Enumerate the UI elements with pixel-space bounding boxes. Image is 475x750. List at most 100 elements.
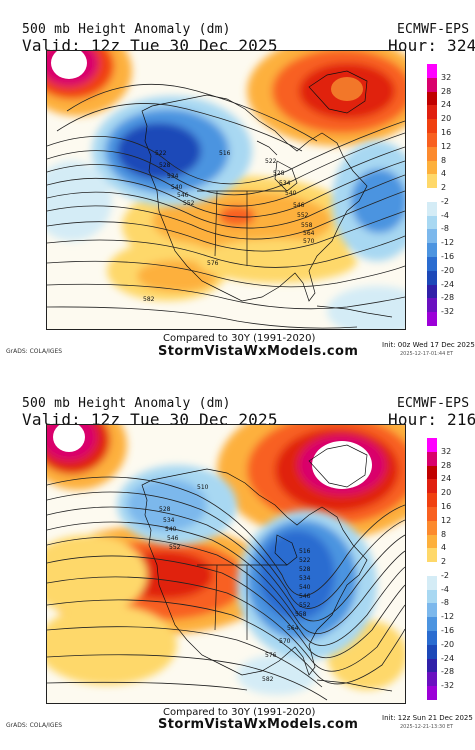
legend-color-swatch: [427, 257, 437, 272]
legend-color-swatch: [427, 243, 437, 258]
legend-tick-label: 8: [441, 529, 447, 539]
legend-tick-label: -12: [441, 612, 455, 622]
init-time: Init: 12z Sun 21 Dec 2025: [382, 714, 473, 722]
contour-labels: 510 528 534 540 546 552 516 522 528 534 …: [159, 484, 311, 683]
color-legend-bar: [427, 438, 437, 701]
height-contours: [47, 476, 405, 701]
legend-tick-label: -28: [441, 667, 455, 677]
forecast-hour: Hour: 324: [388, 36, 475, 55]
svg-text:534: 534: [279, 180, 291, 187]
map-panel-2: 500 mb Height Anomaly (dm) ECMWF-EPS Val…: [0, 390, 475, 750]
legend-tick-label: 28: [441, 460, 452, 470]
legend-tick-label: -24: [441, 653, 455, 663]
climatology-note: Compared to 30Y (1991-2020): [163, 333, 316, 344]
svg-text:522: 522: [155, 150, 167, 157]
legend-color-swatch: [427, 119, 437, 134]
legend-tick-label: -16: [441, 252, 455, 262]
high-center: [312, 441, 372, 489]
svg-text:528: 528: [299, 566, 311, 573]
legend-tick-label: -8: [441, 224, 449, 234]
model-name: ECMWF-EPS: [397, 396, 470, 411]
legend-tick-label: 16: [441, 127, 452, 137]
legend-color-swatch: [427, 631, 437, 646]
forecast-hour: Hour: 216: [388, 410, 475, 429]
legend-tick-label: -20: [441, 265, 455, 275]
legend-color-swatch: [427, 270, 437, 286]
render-stamp: 2025-12-17-01:44 ET: [400, 351, 454, 357]
legend-color-swatch: [427, 312, 437, 327]
legend-color-swatch: [427, 160, 437, 175]
legend-color-swatch: [427, 686, 437, 701]
site-watermark: StormVistaWxModels.com: [158, 344, 359, 359]
svg-text:546: 546: [293, 202, 305, 209]
svg-text:570: 570: [303, 238, 315, 245]
legend-color-swatch: [427, 562, 437, 577]
legend-color-swatch: [427, 91, 437, 106]
legend-tick-label: 8: [441, 155, 447, 165]
site-watermark: StormVistaWxModels.com: [158, 717, 359, 732]
svg-text:558: 558: [301, 222, 313, 229]
legend-color-swatch: [427, 174, 437, 189]
legend-tick-label: -8: [441, 598, 449, 608]
legend-color-swatch: [427, 284, 437, 299]
svg-text:546: 546: [167, 535, 179, 542]
legend-tick-label: -28: [441, 293, 455, 303]
svg-text:528: 528: [159, 162, 171, 169]
svg-text:576: 576: [265, 652, 277, 659]
legend-tick-label: -2: [441, 196, 449, 206]
svg-text:528: 528: [159, 506, 171, 513]
svg-text:522: 522: [265, 158, 277, 165]
high-center: [53, 425, 85, 452]
legend-tick-label: -16: [441, 626, 455, 636]
legend-tick-label: 20: [441, 488, 452, 498]
legend-tick-label: 16: [441, 501, 452, 511]
legend-tick-label: 28: [441, 86, 452, 96]
legend-color-swatch: [427, 188, 437, 203]
chart-title: 500 mb Height Anomaly (dm): [22, 396, 231, 411]
svg-text:540: 540: [299, 584, 311, 591]
legend-tick-label: -4: [441, 584, 449, 594]
positive-anomaly-areas: [47, 51, 405, 301]
legend-color-swatch: [427, 146, 437, 162]
legend-color-swatch: [427, 506, 437, 522]
high-center: [51, 51, 87, 79]
legend-tick-label: -2: [441, 570, 449, 580]
legend-tick-label: -20: [441, 639, 455, 649]
svg-text:510: 510: [197, 484, 209, 491]
svg-text:516: 516: [219, 150, 231, 157]
legend-color-swatch: [427, 77, 437, 93]
svg-text:516: 516: [299, 548, 311, 555]
contour-labels: 522 528 534 540 546 552 516 522 528 534 …: [143, 150, 315, 303]
negative-anomaly-areas: [117, 465, 377, 695]
svg-text:570: 570: [279, 638, 291, 645]
init-time: Init: 00z Wed 17 Dec 2025: [382, 341, 475, 349]
legend-tick-label: -24: [441, 279, 455, 289]
svg-text:546: 546: [299, 593, 311, 600]
legend-tick-label: -4: [441, 210, 449, 220]
svg-text:540: 540: [165, 526, 177, 533]
svg-text:540: 540: [285, 190, 297, 197]
legend-tick-label: 20: [441, 114, 452, 124]
render-stamp: 2025-12-21-13:30 ET: [400, 724, 454, 730]
svg-text:522: 522: [299, 557, 311, 564]
legend-color-swatch: [427, 229, 437, 244]
legend-color-swatch: [427, 451, 437, 467]
svg-text:534: 534: [167, 173, 179, 180]
grads-credit: GrADS: COLA/IGES: [6, 722, 63, 729]
height-contours: [47, 83, 405, 329]
map-panel-1: 500 mb Height Anomaly (dm) ECMWF-EPS Val…: [0, 0, 475, 360]
svg-text:546: 546: [177, 192, 189, 199]
legend-color-swatch: [427, 298, 437, 313]
svg-text:552: 552: [299, 602, 311, 609]
legend-color-swatch: [427, 479, 437, 494]
legend-color-swatch: [427, 201, 437, 217]
legend-tick-label: 32: [441, 446, 452, 456]
svg-text:582: 582: [262, 676, 274, 683]
legend-color-swatch: [427, 493, 437, 508]
legend-color-swatch: [427, 64, 437, 79]
svg-text:534: 534: [163, 517, 175, 524]
legend-tick-label: 12: [441, 515, 452, 525]
legend-color-swatch: [427, 438, 437, 453]
legend-color-swatch: [427, 465, 437, 480]
legend-color-swatch: [427, 644, 437, 660]
